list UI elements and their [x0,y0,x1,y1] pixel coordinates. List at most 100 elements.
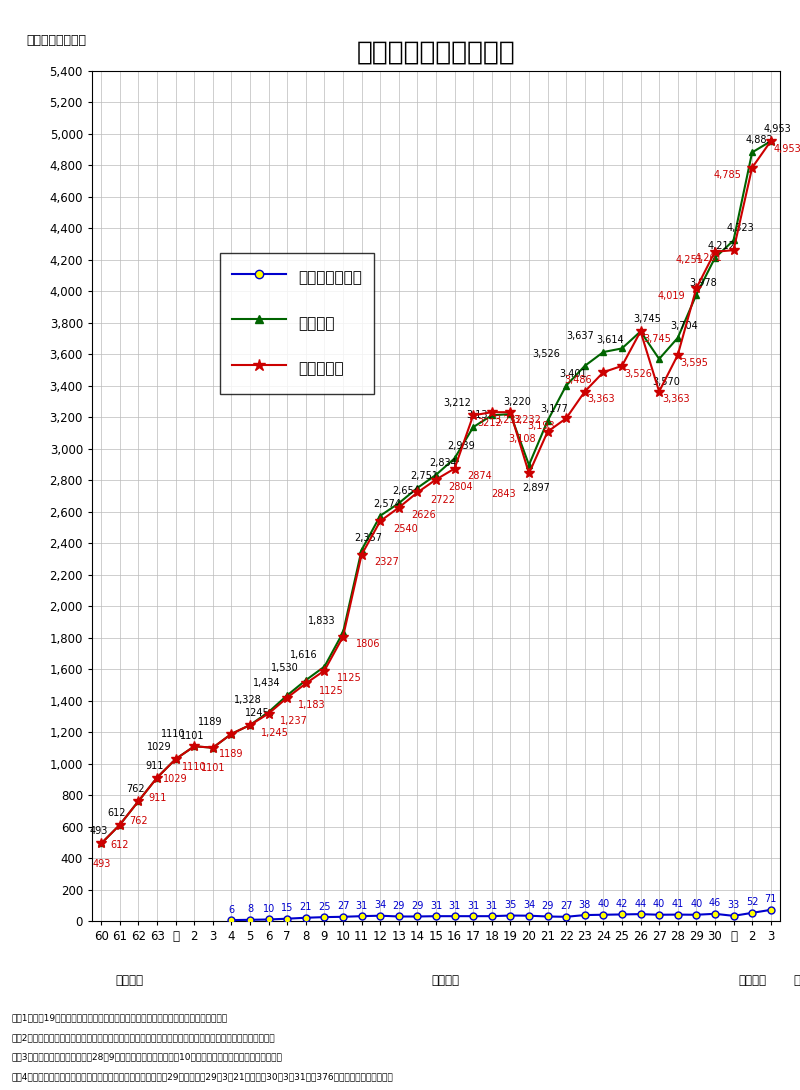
Text: 3,363: 3,363 [588,395,615,404]
Line: 航空等利用運送: 航空等利用運送 [228,907,774,923]
Text: 911: 911 [148,792,166,803]
トラック [171,752,181,765]
宅配便合計 [524,467,534,480]
宅配便合計 [134,795,143,808]
トラック [413,482,422,495]
航空等利用運送 [506,909,515,922]
Text: 4,953: 4,953 [764,124,791,134]
宅配便合計 [208,741,218,754]
トラック [190,740,199,753]
Text: 40: 40 [598,899,610,909]
航空等利用運送 [598,908,608,921]
Text: 2,834: 2,834 [429,458,457,468]
航空等利用運送 [431,910,441,923]
Text: 1,434: 1,434 [253,678,280,688]
Text: 25: 25 [318,901,330,911]
Text: 1,183: 1,183 [298,701,326,711]
Text: 33: 33 [727,900,740,910]
航空等利用運送 [654,908,664,921]
Text: 3,232: 3,232 [494,415,522,425]
Text: 31: 31 [430,900,442,910]
Text: 2722: 2722 [430,495,455,506]
Text: 3,177: 3,177 [541,404,569,414]
宅配便合計 [747,161,757,174]
宅配便合計 [246,718,255,731]
航空等利用運送 [450,910,459,923]
トラック [562,379,571,392]
宅配便合計 [468,409,478,422]
Text: 493: 493 [90,826,108,836]
航空等利用運送 [747,906,757,919]
トラック [710,252,720,265]
宅配便合計 [152,771,162,784]
Text: （年度）: （年度） [794,973,800,986]
宅配便合計 [673,349,682,362]
Text: 762: 762 [129,816,148,826]
航空等利用運送 [394,910,404,923]
宅配便合計 [562,412,571,425]
航空等利用運送 [710,907,720,920]
Text: 4,019: 4,019 [658,291,685,301]
Text: 31: 31 [355,900,368,910]
Text: 2,751: 2,751 [410,471,438,481]
宅配便合計 [598,365,608,378]
Text: （昭和）: （昭和） [115,973,143,986]
Text: 3,526: 3,526 [532,349,560,359]
Text: 2,357: 2,357 [354,533,382,543]
Text: 3,486: 3,486 [565,375,592,385]
Text: （令和）: （令和） [738,973,766,986]
航空等利用運送 [468,910,478,923]
Text: 4,251: 4,251 [676,255,704,265]
Text: 31: 31 [486,900,498,910]
Text: 29: 29 [393,901,405,911]
Text: 44: 44 [634,898,646,909]
Text: （単位：百万個）: （単位：百万個） [26,34,86,47]
トラック [152,771,162,784]
Text: 10: 10 [262,904,274,913]
Text: 3,232: 3,232 [513,415,541,425]
宅配便合計 [375,514,385,528]
航空等利用運送 [729,909,738,922]
Text: 40: 40 [653,899,666,909]
宅配便合計 [282,691,292,704]
Text: 34: 34 [523,900,535,910]
Text: 2,897: 2,897 [522,483,550,493]
Line: 宅配便合計: 宅配便合計 [97,136,775,848]
トラック [524,459,534,472]
トラック [282,689,292,702]
Text: 15: 15 [281,904,294,913]
Text: 3,570: 3,570 [652,377,680,387]
Title: 宅配便取扱個数の推移: 宅配便取扱個数の推移 [357,39,515,65]
Text: 1101: 1101 [180,730,204,741]
Text: 3,595: 3,595 [681,358,708,367]
Text: 3,363: 3,363 [662,395,690,404]
宅配便合計 [264,707,274,720]
Text: 27: 27 [337,901,350,911]
Text: 612: 612 [108,808,126,818]
宅配便合計 [338,630,348,643]
Text: 1125: 1125 [337,674,362,683]
Text: 8: 8 [247,905,253,915]
Text: 4,882: 4,882 [745,135,773,145]
Text: 2540: 2540 [393,524,418,534]
トラック [747,146,757,159]
Text: 762: 762 [126,784,145,795]
トラック [264,705,274,718]
宅配便合計 [171,752,181,765]
Text: 2,574: 2,574 [373,499,401,509]
トラック [357,544,366,557]
Text: 1,530: 1,530 [271,663,299,674]
トラック [617,342,626,355]
トラック [450,451,459,464]
トラック [729,234,738,247]
トラック [542,414,552,427]
宅配便合計 [413,486,422,499]
Text: 2626: 2626 [411,510,436,520]
航空等利用運送 [562,910,571,923]
Text: 911: 911 [145,761,163,771]
Text: 1101: 1101 [201,763,225,773]
Legend: 航空等利用運送, トラック, 宅配便合計: 航空等利用運送, トラック, 宅配便合計 [220,253,374,393]
トラック [97,837,106,850]
Text: （注2）日本郵便㈱については、航空等利用運送事業に係る宅配便も含めトラック運送として集計している。: （注2）日本郵便㈱については、航空等利用運送事業に係る宅配便も含めトラック運送と… [12,1033,276,1042]
宅配便合計 [580,385,590,398]
